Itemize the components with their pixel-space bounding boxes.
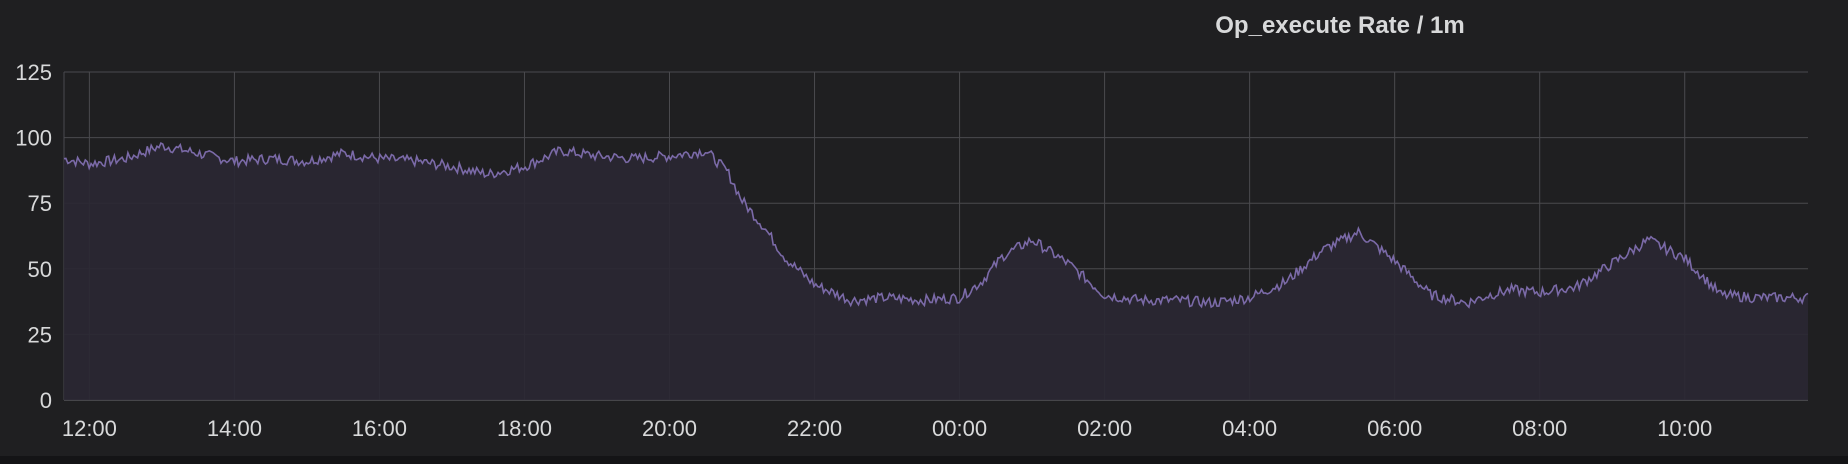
x-tick-label: 00:00 [932,416,987,441]
x-tick-label: 10:00 [1657,416,1712,441]
x-tick-label: 06:00 [1367,416,1422,441]
y-tick-label: 100 [15,126,52,151]
x-tick-label: 14:00 [207,416,262,441]
y-tick-label: 0 [40,388,52,413]
x-tick-label: 04:00 [1222,416,1277,441]
y-tick-label: 25 [28,322,52,347]
bottom-bar [0,456,1848,464]
x-tick-label: 18:00 [497,416,552,441]
y-tick-label: 50 [28,257,52,282]
x-tick-label: 22:00 [787,416,842,441]
x-tick-label: 02:00 [1077,416,1132,441]
series-area [64,143,1808,400]
series-line [63,141,1809,309]
x-tick-label: 12:00 [62,416,117,441]
panel-title-wrap[interactable]: Op_execute Rate / 1m [1100,12,1580,40]
y-tick-label: 75 [28,191,52,216]
panel-title[interactable]: Op_execute Rate / 1m [1215,12,1465,39]
x-tick-label: 08:00 [1512,416,1567,441]
x-tick-label: 16:00 [352,416,407,441]
x-tick-label: 20:00 [642,416,697,441]
y-tick-label: 125 [15,60,52,85]
